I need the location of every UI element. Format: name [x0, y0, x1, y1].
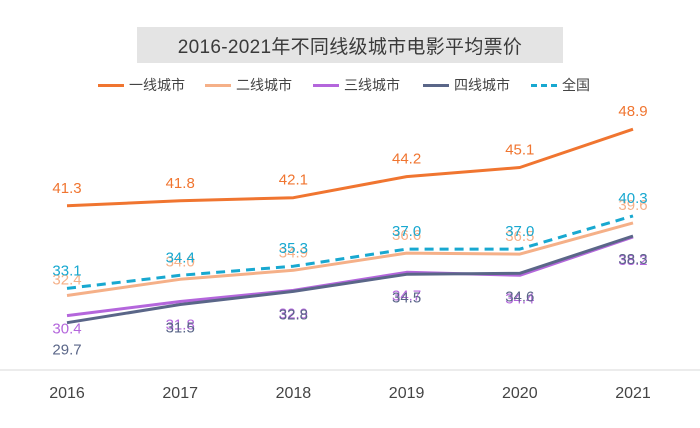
data-label-tier3-2016: 30.4 [52, 321, 81, 338]
legend-item-tier2: 二线城市 [205, 74, 292, 96]
legend-label-tier4: 四线城市 [454, 77, 510, 93]
data-label-tier1-2020: 45.1 [505, 142, 534, 159]
legend-item-tier4: 四线城市 [423, 74, 510, 96]
series-line-national [66, 214, 634, 290]
series-layer [66, 127, 634, 325]
legend-swatch-national [531, 83, 557, 87]
data-label-tier2-2019: 36.6 [392, 227, 421, 244]
x-tick-label-2020: 2020 [502, 385, 538, 402]
legend-label-tier1: 一线城市 [129, 77, 185, 93]
x-tick-label-2019: 2019 [389, 385, 425, 402]
data-label-tier3-2018: 32.9 [279, 305, 308, 322]
legend-swatch-tier3 [313, 83, 339, 87]
data-label-national-2016: 33.1 [52, 262, 81, 279]
data-label-tier3-2020: 34.4 [505, 290, 534, 307]
x-tick-label-2021: 2021 [615, 385, 651, 402]
legend-label-tier2: 二线城市 [236, 77, 292, 93]
data-label-tier1-2017: 41.8 [166, 175, 195, 192]
data-label-tier3-2019: 34.7 [392, 287, 421, 304]
data-label-tier1-2021: 48.9 [618, 103, 647, 120]
data-label-tier2-2021: 39.6 [618, 197, 647, 214]
legend-label-national: 全国 [562, 77, 590, 93]
data-label-national-2017: 34.4 [166, 249, 195, 266]
data-label-tier3-2017: 31.8 [166, 317, 195, 334]
data-label-national-2018: 35.3 [279, 240, 308, 257]
series-line-tier3 [66, 235, 634, 318]
data-label-tier2-2017: 34.0 [166, 253, 195, 270]
data-label-tier4-2018: 32.8 [279, 306, 308, 323]
data-label-national-2020: 37.0 [505, 223, 534, 240]
legend-label-tier3: 三线城市 [344, 77, 400, 93]
legend-swatch-tier2 [205, 83, 231, 87]
x-tick-label-2016: 2016 [49, 385, 85, 402]
x-ticks-layer: 2016 2017 2018 2019 2020 2021 [49, 385, 651, 402]
data-label-tier4-2016: 29.7 [52, 342, 81, 359]
data-label-tier4-2021: 38.3 [618, 251, 647, 268]
legend-item-tier3: 三线城市 [313, 74, 400, 96]
data-label-tier3-2021: 38.2 [618, 252, 647, 269]
chart-title-box: 2016-2021年不同线级城市电影平均票价 [137, 27, 563, 63]
chart-title: 2016-2021年不同线级城市电影平均票价 [177, 36, 523, 58]
data-label-tier4-2020: 34.6 [505, 288, 534, 305]
legend-swatch-tier1 [98, 83, 124, 87]
legend-item-tier1: 一线城市 [98, 74, 185, 96]
data-label-national-2019: 37.0 [392, 223, 421, 240]
data-label-tier1-2016: 41.3 [52, 180, 81, 197]
data-label-tier4-2017: 31.5 [166, 320, 195, 337]
data-label-tier1-2019: 44.2 [392, 151, 421, 168]
series-line-tier2 [66, 221, 634, 297]
x-tick-label-2017: 2017 [162, 385, 198, 402]
x-tick-label-2018: 2018 [276, 385, 312, 402]
series-line-tier4 [66, 234, 634, 325]
data-labels-layer: 41.3 41.8 42.1 44.2 45.1 48.9 32.4 34.0 34.9 36.6… [52, 103, 647, 359]
data-label-national-2021: 40.3 [618, 190, 647, 207]
data-label-tier2-2016: 32.4 [52, 272, 81, 289]
data-label-tier1-2018: 42.1 [279, 172, 308, 189]
legend-swatch-tier4 [423, 83, 449, 87]
data-label-tier4-2019: 34.5 [392, 289, 421, 306]
series-line-tier1 [66, 127, 634, 208]
data-label-tier2-2020: 36.5 [505, 228, 534, 245]
legend: 一线城市 二线城市 三线城市 四线城市 全国 [0, 74, 700, 96]
legend-item-national: 全国 [531, 74, 590, 96]
data-label-tier2-2018: 34.9 [279, 244, 308, 261]
